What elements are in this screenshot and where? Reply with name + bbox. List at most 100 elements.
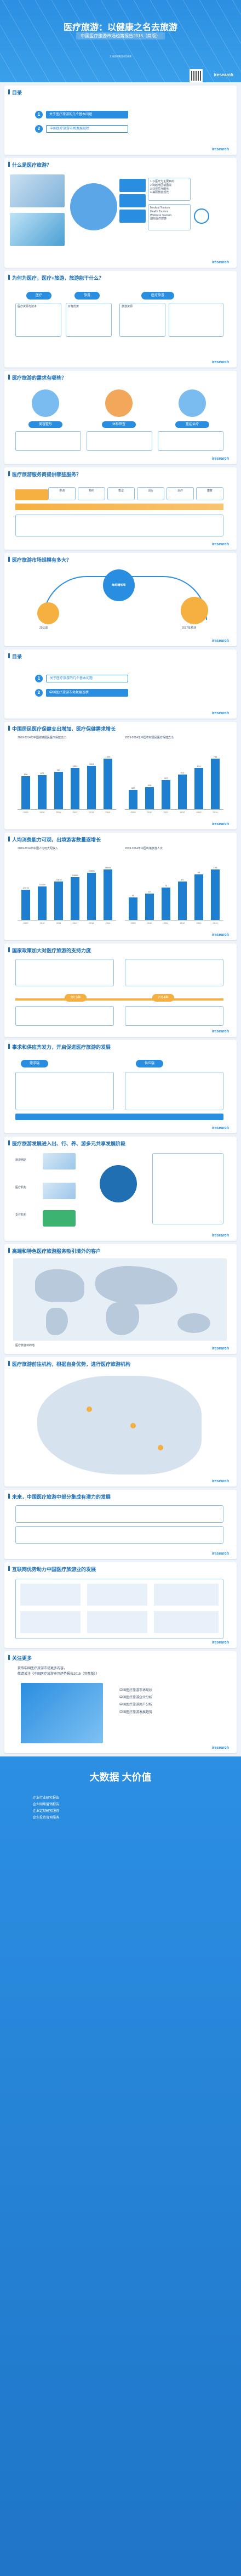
- tick-label: 2011: [56, 922, 61, 924]
- section-title: 医疗旅游市场规模有多大？: [8, 557, 72, 563]
- card-future: 未来，中国医疗旅游中部分集成有潜力的发展 iresearch: [4, 1490, 237, 1559]
- brand-mark: iresearch: [211, 360, 229, 364]
- tick-label: 2013: [89, 811, 94, 814]
- chart-rural: 287 2009 326 2010 437 2011 514 2012 614 2013 754 20…: [125, 744, 223, 814]
- toc-card-1: 目录 1 关于医疗旅游的几个基本问题 2 中国医疗旅游市场发展现状 iresea…: [4, 86, 237, 155]
- bar-value: 287: [131, 786, 135, 789]
- tick-label: 2013: [89, 922, 94, 924]
- bar-value: 57: [148, 890, 151, 893]
- bar: [21, 776, 31, 809]
- bar-value: 83: [181, 878, 184, 881]
- small-text: 艾瑞咨询集团研究成果: [110, 55, 131, 58]
- bar-value: 437: [164, 776, 168, 779]
- person-icon-3: [179, 389, 206, 417]
- tick-label: 2012: [72, 922, 78, 924]
- toc-card-2: 目录 1 关于医疗旅游的几个基本问题 2 中国医疗旅游市场发展现状 iresea…: [4, 649, 237, 719]
- node-supply: 供应端: [136, 1060, 163, 1067]
- bar-value: 1063: [72, 764, 78, 767]
- report-line-1: 获取中国医疗旅游市场更多内容，: [18, 1667, 67, 1670]
- demand-2: 体检筛查: [102, 421, 136, 428]
- tick-label: 2014: [105, 922, 111, 924]
- toc-item-1[interactable]: 关于医疗旅游的几个基本问题: [46, 675, 128, 682]
- tick-label: 2012: [180, 811, 185, 814]
- section-title: 互联网优势助力中国医疗旅游业的发展: [8, 1566, 96, 1572]
- bar: [145, 787, 154, 809]
- bar: [210, 869, 220, 920]
- bar-value: 28844: [105, 866, 111, 869]
- report-cover: [21, 1683, 103, 1743]
- bar-value: 98: [197, 871, 200, 874]
- bar: [103, 758, 113, 809]
- brand-mark: iresearch: [211, 1030, 229, 1033]
- section-title: 事求和供应齐发力，开启促进医疗旅游的发展: [8, 1044, 111, 1050]
- medical-icon: [194, 208, 209, 224]
- toc-item-2[interactable]: 中国医疗旅游市场发展现状: [46, 125, 128, 133]
- supply-detail: [125, 1072, 223, 1110]
- qr-code: [190, 69, 203, 82]
- label-medical-tourism: 医疗旅游: [141, 292, 174, 300]
- card-scale: 医疗旅游市场规模有多大？ 年均增长率 2013年 2017年预测 iresear…: [4, 553, 237, 646]
- bar: [177, 775, 187, 809]
- bar: [145, 893, 154, 920]
- card-policy: 国家政策加大对医疗旅游的支持力度 2013年 2014年 iresearch: [4, 944, 237, 1037]
- card-growth: 中国居民医疗保健支出增加，医疗保健需求增长 2009-2014年中国城镇居民医疗…: [4, 722, 237, 829]
- brand-mark: iresearch: [211, 1234, 229, 1238]
- bar: [177, 881, 187, 920]
- brand-mark: iresearch: [211, 822, 229, 826]
- card-report: 关注更多 获取中国医疗旅游市场更多内容， 敬请关注《中国医疗旅游市场趋势报告20…: [4, 1651, 237, 1753]
- year-2014: 2014年: [152, 994, 174, 1002]
- logo-2: [43, 1183, 76, 1199]
- brand-logo: iresearch: [214, 72, 233, 77]
- row-label-2: 医疗机构: [15, 1186, 27, 1189]
- report-title: 医疗旅游：以健康之名去旅游: [63, 23, 177, 32]
- chart-title-right: 2009-2014年中国农村居民医疗保健支出: [125, 736, 174, 739]
- row-label-3: 支付机构: [15, 1213, 27, 1217]
- toc-num-1: 1: [35, 111, 43, 118]
- person-icon-2: [105, 389, 133, 417]
- card-flow: 医疗旅游服务商提供哪些服务？ 咨询 预约 签证 出行 治疗 康复 iresear…: [4, 467, 237, 550]
- brand-mark: iresearch: [211, 1552, 229, 1556]
- toc-item-2[interactable]: 中国医疗旅游市场发展现状: [46, 689, 128, 697]
- card-models: 医疗旅游发展进入出、行、养、游多元共享发展阶段 旅游网站 医疗机构 支付机构 i…: [4, 1137, 237, 1241]
- row-label-1: 旅游网站: [15, 1159, 27, 1162]
- bar-value: 1305: [105, 755, 111, 758]
- toc-num-2: 2: [35, 689, 43, 697]
- section-title: 医疗旅游服务商提供哪些服务？: [8, 471, 82, 477]
- future-box-2: [15, 1526, 223, 1544]
- header-banner: 医疗旅游：以健康之名去旅游 中国医疗旅游市场趋势报告2015（简版） 艾瑞咨询集…: [0, 0, 241, 82]
- brand-mark: iresearch: [211, 1479, 229, 1483]
- bar-value: 24565: [72, 873, 78, 877]
- policy-box-1: [15, 959, 114, 986]
- bar: [194, 767, 204, 809]
- chart-urban: 856 2009 872 2010 969 2011 1063 2012 1118 2013 130…: [18, 744, 116, 814]
- bar: [54, 771, 64, 809]
- card-china: 医疗旅游前往机构，根据自身优势，进行医疗旅游机构 iresearch: [4, 1357, 237, 1487]
- toc-item-1[interactable]: 关于医疗旅游的几个基本问题: [46, 111, 128, 118]
- bar-value: 856: [24, 772, 28, 776]
- tick-label: 2009: [23, 811, 28, 814]
- chart-title-left: 2009-2014年中国城镇居民医疗保健支出: [18, 736, 66, 739]
- bar: [194, 874, 204, 920]
- bar: [54, 882, 64, 920]
- demand-3: 重症治疗: [175, 421, 209, 428]
- flow-start: [15, 489, 48, 500]
- bar-value: 614: [197, 764, 201, 767]
- chart-outbound: 48 2009 57 2010 70 2011 83 2012 98 2013 109 2014: [125, 855, 223, 924]
- circle-cagr: 年均增长率: [103, 569, 135, 601]
- node-demand: 需求端: [21, 1060, 48, 1067]
- pin-1: [87, 1406, 92, 1412]
- bar: [103, 869, 113, 920]
- section-title: 国家政策加大对医疗旅游的支持力度: [8, 947, 91, 953]
- section-title: 医疗旅游发展进入出、行、养、游多元共享发展阶段: [8, 1140, 126, 1146]
- section-title: 关注更多: [8, 1655, 32, 1661]
- brand-mark: iresearch: [211, 1126, 229, 1130]
- circle-2013: [37, 602, 59, 624]
- toc-title: 目录: [8, 89, 22, 95]
- policy-box-4: [125, 1006, 223, 1026]
- section-title: 高端和特色医疗旅游服务吸引境外的客户: [8, 1248, 101, 1254]
- bar-value: 514: [180, 771, 185, 775]
- what-terms: Medical Tourism Health Tourism Wellness To…: [148, 204, 191, 230]
- tick-label: 2010: [147, 922, 152, 924]
- tick-label: 2010: [39, 811, 45, 814]
- tick-label: 2011: [163, 811, 169, 814]
